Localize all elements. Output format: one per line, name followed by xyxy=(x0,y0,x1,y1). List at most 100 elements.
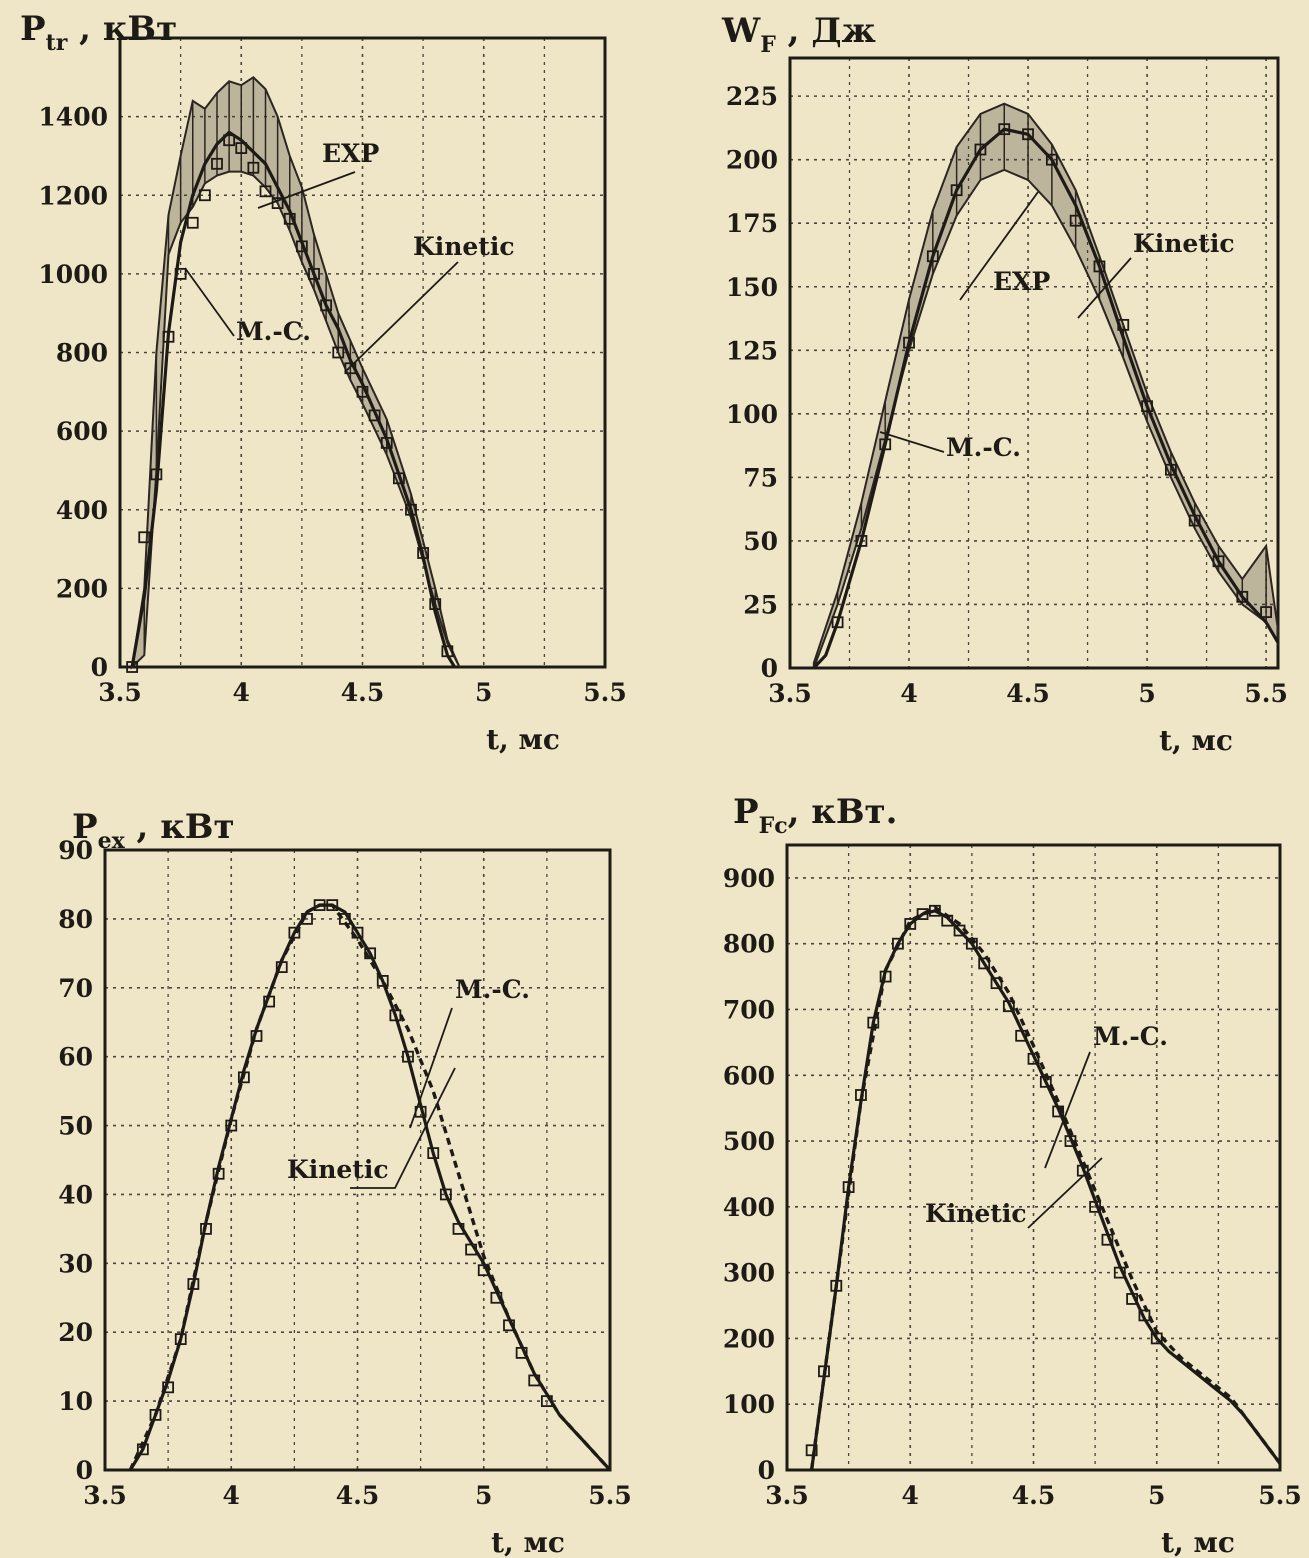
kinetic-line xyxy=(130,130,456,668)
y-tick-label: 90 xyxy=(58,836,93,865)
square-marker xyxy=(364,947,377,960)
annotation-label: M.-C. xyxy=(946,433,1021,462)
y-tick-label: 400 xyxy=(723,1193,775,1222)
y-tick-label: 1400 xyxy=(38,103,108,132)
annotation-label: Kinetic xyxy=(1133,229,1235,258)
x-tick-label: 4.5 xyxy=(336,1481,380,1510)
annotation-leader-line xyxy=(959,191,1039,301)
chart-4: 3.5 4 4.5 5 5.5 0 100 200 300 400 500 600 700 800 900 P… xyxy=(723,792,1302,1558)
series-exp xyxy=(130,76,461,670)
x-axis-label: t, мс xyxy=(1159,724,1233,757)
square-marker xyxy=(805,1444,818,1457)
square-marker xyxy=(929,904,941,917)
square-marker xyxy=(187,1278,200,1290)
square-marker xyxy=(288,926,301,939)
y-tick-label: 50 xyxy=(58,1112,93,1141)
y-tick-label: 200 xyxy=(726,146,778,175)
square-marker xyxy=(1260,606,1272,618)
x-tick-label: 4 xyxy=(233,678,250,707)
charts-group: 3.5 4 4.5 5 5.50200400600800100012001400Ptr … xyxy=(20,9,1302,1558)
y-tick-label: 900 xyxy=(723,864,775,893)
y-axis-label: Pex , кВт xyxy=(72,807,235,854)
y-tick-label: 500 xyxy=(723,1127,775,1156)
x-axis-label: t, мс xyxy=(1161,1526,1235,1558)
series-m-c xyxy=(126,134,454,673)
square-marker xyxy=(950,184,963,197)
square-marker xyxy=(974,143,987,156)
x-tick-label: 3.5 xyxy=(768,679,812,708)
series-m-c xyxy=(831,123,1272,629)
square-marker xyxy=(308,267,320,280)
y-tick-label: 1000 xyxy=(38,260,108,289)
square-marker xyxy=(1138,1309,1151,1322)
x-tick-label: 4.5 xyxy=(341,678,385,707)
square-marker xyxy=(283,212,296,225)
x-tick-label: 5 xyxy=(1138,679,1155,708)
square-marker xyxy=(477,1264,490,1277)
chart-1: 3.5 4 4.5 5 5.5 0 200 400 600 800 1000 1200 1400 Ptr … xyxy=(20,9,627,756)
square-marker xyxy=(275,961,288,974)
square-marker xyxy=(136,1443,149,1456)
square-marker xyxy=(263,995,276,1008)
y-tick-label: 100 xyxy=(723,1390,775,1419)
y-tick-label: 125 xyxy=(726,336,778,365)
square-marker xyxy=(1069,214,1082,227)
square-marker xyxy=(429,598,442,610)
annotation-label: Kinetic xyxy=(413,232,515,261)
annotation-label: M.-C. xyxy=(1093,1022,1168,1051)
square-marker xyxy=(186,216,199,229)
y-axis-label: PFc, кВт. xyxy=(733,792,897,839)
square-marker xyxy=(903,336,915,349)
x-tick-label: 4 xyxy=(902,1481,919,1510)
y-tick-label: 0 xyxy=(76,1456,93,1485)
plot-frame xyxy=(103,848,612,1472)
y-tick-label: 80 xyxy=(58,905,93,934)
square-marker xyxy=(1064,1135,1077,1147)
annotation-label: EXP xyxy=(993,267,1050,296)
square-marker xyxy=(200,1222,212,1235)
annotation-leader-line xyxy=(344,261,459,373)
square-marker xyxy=(332,346,345,359)
annotation-label: M.-C. xyxy=(236,317,311,346)
square-marker xyxy=(174,267,187,280)
y-tick-label: 225 xyxy=(726,82,778,111)
square-marker xyxy=(250,1030,263,1042)
annotation-leader-line xyxy=(184,267,235,337)
x-tick-label: 4.5 xyxy=(1006,679,1050,708)
square-marker xyxy=(1002,1000,1015,1013)
square-marker xyxy=(1093,260,1106,273)
y-tick-label: 150 xyxy=(726,273,778,302)
square-marker xyxy=(978,957,991,970)
square-marker xyxy=(162,330,175,343)
square-marker xyxy=(259,185,272,198)
series-kinetic xyxy=(812,127,1280,670)
y-tick-label: 40 xyxy=(58,1180,93,1209)
y-tick-label: 600 xyxy=(56,417,108,446)
square-marker xyxy=(855,1089,867,1101)
square-marker xyxy=(211,157,223,170)
x-tick-label: 3.5 xyxy=(765,1481,809,1510)
square-marker xyxy=(162,1381,175,1394)
y-tick-label: 70 xyxy=(58,974,93,1003)
square-marker xyxy=(1015,1029,1028,1042)
annotation-leader-line xyxy=(409,1007,453,1129)
square-marker xyxy=(904,918,917,930)
square-marker xyxy=(990,977,1003,990)
y-tick-label: 0 xyxy=(758,1456,775,1485)
square-marker xyxy=(1022,128,1034,141)
square-marker xyxy=(441,645,454,658)
y-tick-label: 75 xyxy=(743,463,778,492)
square-marker xyxy=(338,912,351,925)
chart-2: 3.5 4 4.5 5 5.5 0 25 50 75 100 125 150 175 200 225 WF ,… xyxy=(721,11,1288,757)
square-marker xyxy=(503,1319,515,1332)
x-tick-label: 4.5 xyxy=(1012,1481,1056,1510)
y-tick-label: 0 xyxy=(761,654,778,683)
y-tick-label: 50 xyxy=(743,527,778,556)
square-marker xyxy=(1188,514,1201,527)
square-marker xyxy=(1141,400,1153,413)
square-marker xyxy=(953,924,966,937)
square-marker xyxy=(126,661,139,673)
x-tick-label: 3.5 xyxy=(98,678,142,707)
square-marker xyxy=(351,926,364,939)
